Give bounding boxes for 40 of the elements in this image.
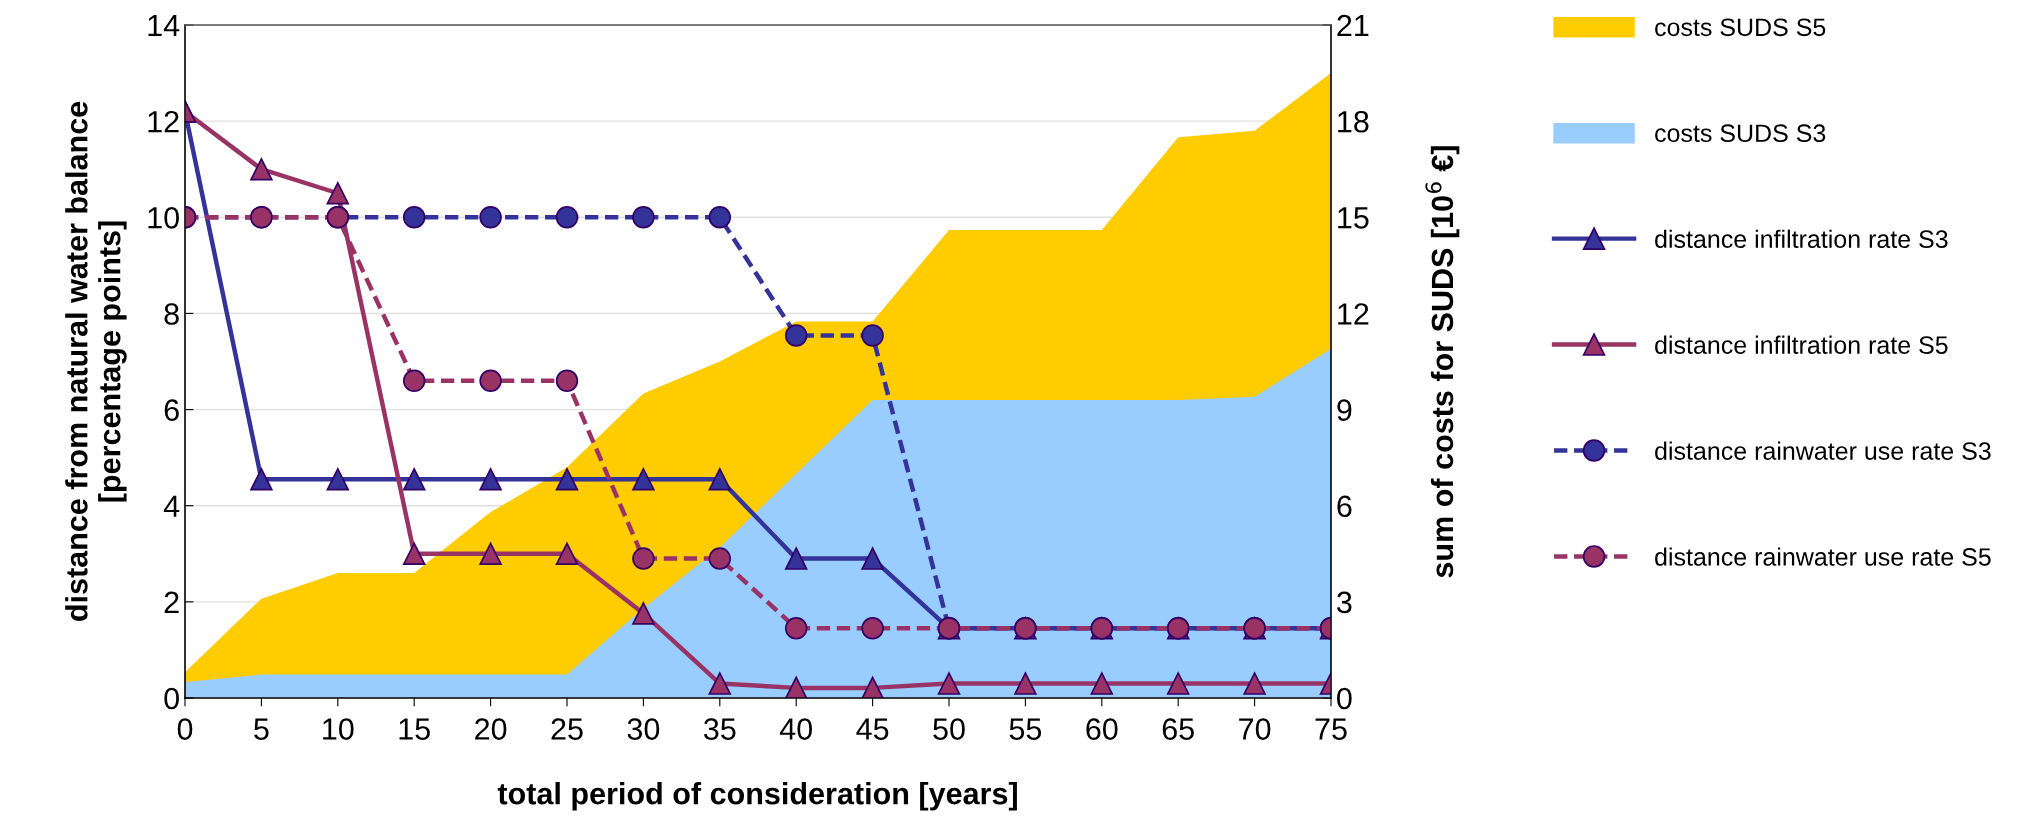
y-tick-label: 8 — [164, 303, 179, 325]
legend-label: distance infiltration rate S5 — [1655, 335, 1948, 354]
y2-tick-label: 21 — [1337, 14, 1369, 37]
x-tick-label: 65 — [1162, 718, 1194, 740]
y-tick-label: 0 — [164, 687, 179, 710]
y2-axis-title: sum of costs for SUDS [10$^{6}$ €] — [1425, 146, 1460, 578]
x-tick-label: 70 — [1239, 718, 1271, 740]
x-tick-label: 30 — [627, 718, 660, 740]
y-tick-label: 4 — [163, 495, 180, 517]
legend-label: costs SUDS S5 — [1655, 18, 1826, 37]
x-tick-label: 25 — [551, 718, 583, 740]
x-tick-label: 15 — [399, 718, 430, 740]
x-tick-label: 20 — [475, 718, 507, 740]
x-tick-label: 60 — [1086, 718, 1118, 740]
y2-tick-label: 6 — [1337, 495, 1352, 518]
legend-label: distance rainwater use rate S3 — [1655, 441, 1991, 460]
x-tick-label: 10 — [323, 718, 354, 740]
y-tick-label: 10 — [148, 207, 179, 229]
x-tick-label: 5 — [254, 718, 269, 740]
y2-tick-label: 0 — [1337, 687, 1352, 710]
y2-tick-label: 12 — [1338, 303, 1369, 325]
x-tick-label: 75 — [1315, 718, 1347, 740]
y2-tick-label: 15 — [1338, 207, 1369, 229]
x-tick-label: 50 — [933, 718, 965, 740]
y2-tick-label: 18 — [1338, 110, 1369, 133]
y-axis-title: distance from natural water balance [percentage points] — [65, 101, 127, 621]
y-tick-label: 2 — [164, 591, 179, 613]
y2-tick-label: 3 — [1337, 591, 1352, 614]
x-tick-label: 40 — [779, 718, 812, 740]
x-tick-label: 55 — [1009, 718, 1042, 740]
legend-label: distance rainwater use rate S5 — [1655, 547, 1991, 566]
legend-label: costs SUDS S3 — [1655, 124, 1826, 143]
x-axis-title: total period of consideration [years] — [497, 782, 1017, 811]
y-tick-label: 12 — [148, 110, 179, 133]
y-tick-label: 14 — [148, 15, 180, 37]
x-tick-label: 45 — [856, 718, 889, 740]
legend-label: distance infiltration rate S3 — [1655, 229, 1948, 249]
y2-tick-label: 9 — [1337, 399, 1352, 421]
x-tick-label: 35 — [703, 718, 736, 740]
y-tick-label: 6 — [164, 399, 179, 421]
